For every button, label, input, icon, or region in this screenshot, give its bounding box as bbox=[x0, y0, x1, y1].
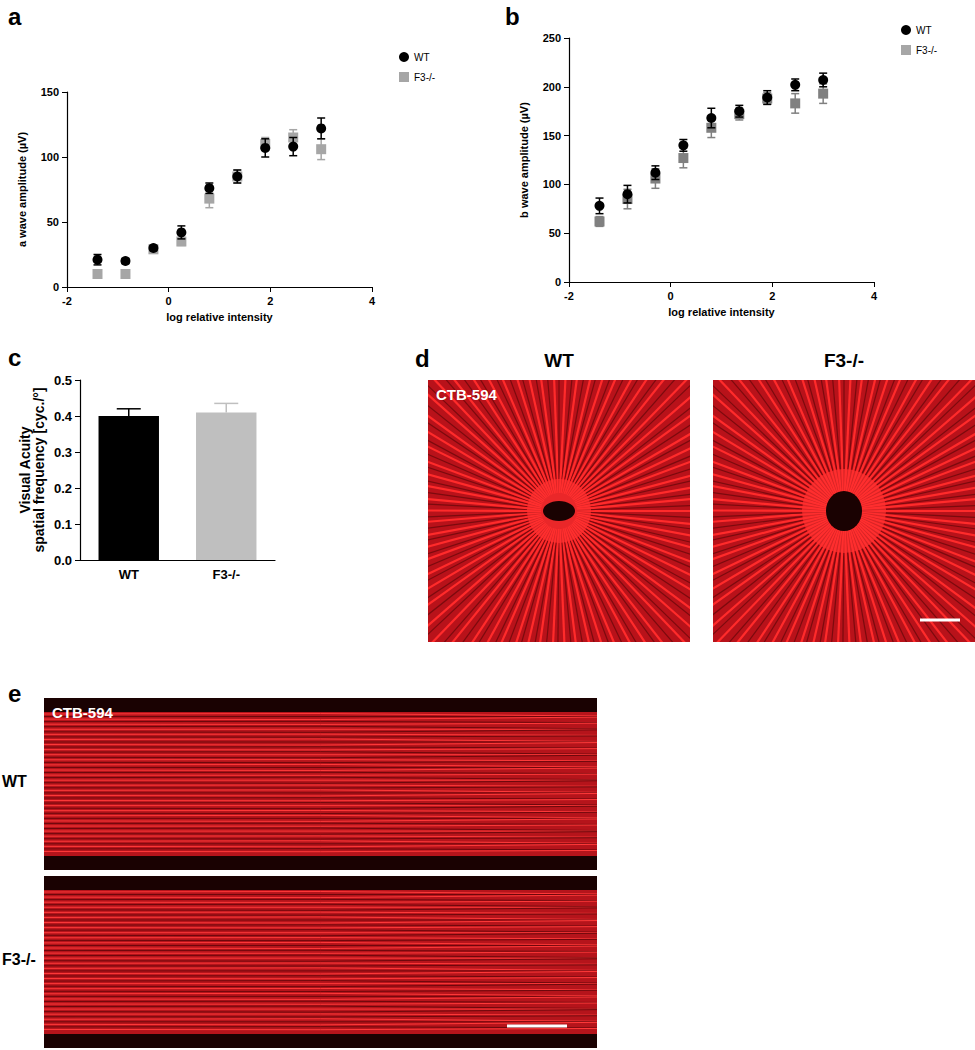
svg-text:F3-/-: F3-/- bbox=[916, 45, 937, 56]
svg-text:0.5: 0.5 bbox=[54, 373, 72, 388]
svg-text:150: 150 bbox=[543, 130, 561, 142]
svg-text:log relative intensity: log relative intensity bbox=[668, 306, 775, 318]
svg-text:50: 50 bbox=[549, 227, 561, 239]
html-text:CTB-594: CTB-594 bbox=[436, 386, 497, 403]
svg-text:a wave amplitude (µV): a wave amplitude (µV) bbox=[16, 132, 28, 247]
svg-text:0.2: 0.2 bbox=[54, 481, 72, 496]
svg-text:F3-/-: F3-/- bbox=[213, 567, 240, 582]
html-text:e: e bbox=[8, 680, 22, 707]
svg-text:0.4: 0.4 bbox=[54, 409, 73, 424]
svg-text:F3-/-: F3-/- bbox=[414, 72, 435, 83]
svg-text:200: 200 bbox=[543, 81, 561, 93]
svg-text:50: 50 bbox=[47, 216, 59, 228]
html-text:d: d bbox=[415, 345, 430, 372]
svg-text:150: 150 bbox=[41, 86, 59, 98]
svg-text:2: 2 bbox=[769, 290, 775, 302]
svg-text:-2: -2 bbox=[564, 290, 574, 302]
svg-text:Visual Acuity: Visual Acuity bbox=[17, 426, 33, 514]
svg-text:c: c bbox=[8, 344, 21, 371]
svg-text:0.1: 0.1 bbox=[54, 517, 72, 532]
svg-text:-2: -2 bbox=[62, 295, 72, 307]
svg-text:0.0: 0.0 bbox=[54, 553, 72, 568]
svg-text:WT: WT bbox=[119, 567, 139, 582]
svg-text:log relative intensity: log relative intensity bbox=[166, 311, 273, 323]
svg-text:100: 100 bbox=[543, 178, 561, 190]
svg-text:100: 100 bbox=[41, 151, 59, 163]
html-text:F3-/-: F3-/- bbox=[823, 350, 864, 371]
svg-text:0: 0 bbox=[53, 281, 59, 293]
svg-text:WT: WT bbox=[414, 52, 430, 63]
svg-text:0.3: 0.3 bbox=[54, 445, 72, 460]
svg-text:250: 250 bbox=[543, 32, 561, 44]
html-text:WT: WT bbox=[544, 350, 574, 371]
svg-text:b: b bbox=[505, 3, 520, 30]
svg-text:0: 0 bbox=[166, 295, 172, 307]
svg-text:WT: WT bbox=[916, 25, 932, 36]
svg-text:0: 0 bbox=[555, 276, 561, 288]
html-text:CTB-594: CTB-594 bbox=[52, 704, 113, 721]
svg-text:2: 2 bbox=[267, 295, 273, 307]
svg-text:4: 4 bbox=[871, 290, 878, 302]
svg-text:0: 0 bbox=[668, 290, 674, 302]
svg-text:4: 4 bbox=[369, 295, 376, 307]
html-text:F3-/-: F3-/- bbox=[2, 951, 36, 968]
svg-text:a: a bbox=[8, 3, 22, 30]
svg-text:b wave amplitude (µV): b wave amplitude (µV) bbox=[518, 102, 530, 218]
html-text:WT: WT bbox=[2, 773, 27, 790]
svg-text:spatial frequency [cyc./°]: spatial frequency [cyc./°] bbox=[31, 387, 47, 552]
